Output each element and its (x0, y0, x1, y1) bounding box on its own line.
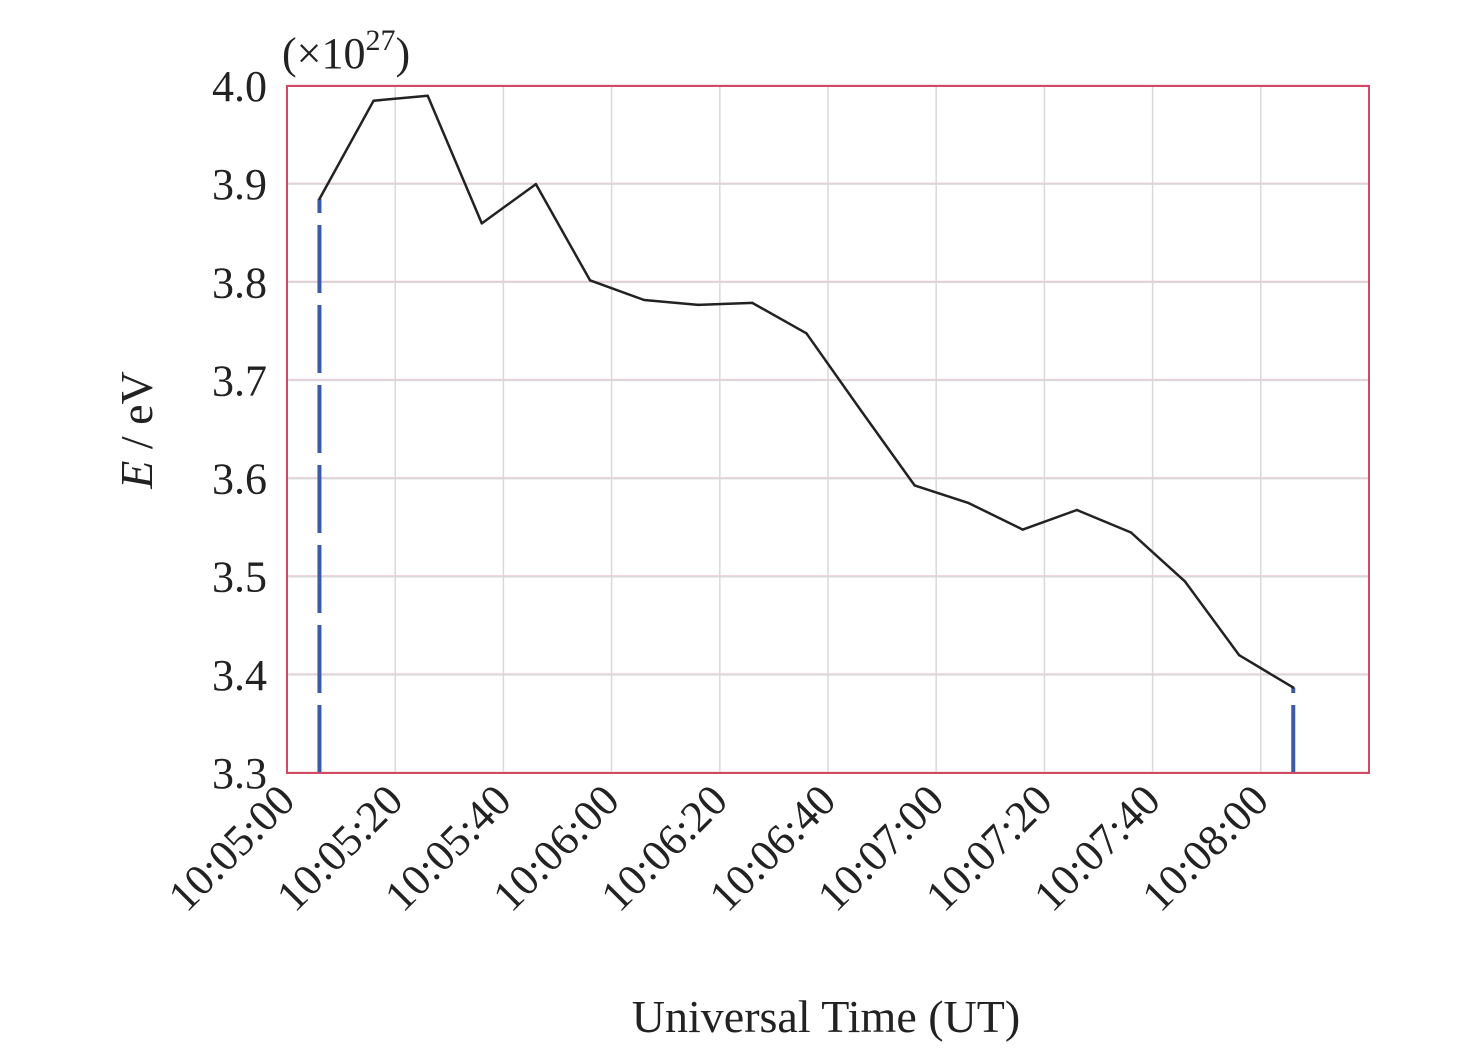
y-multiplier-close: ) (395, 29, 410, 78)
y-axis-unit: / eV (111, 371, 162, 460)
y-axis-label: E / eV (111, 371, 162, 490)
y-tick-label: 3.5 (212, 553, 267, 602)
data-point (642, 298, 646, 302)
data-point (913, 484, 916, 487)
data-point (1129, 531, 1133, 534)
data-point (696, 303, 700, 307)
data-point (588, 279, 592, 282)
data-point (1075, 508, 1079, 512)
data-point (1292, 686, 1295, 689)
data-point (534, 182, 538, 186)
grid (286, 84, 1369, 774)
y-multiplier: (×1027) (282, 24, 410, 78)
data-point (1237, 654, 1241, 657)
data-point (859, 408, 862, 412)
data-point (426, 94, 429, 98)
y-tick-label: 3.3 (212, 749, 267, 798)
data-point (1183, 580, 1187, 583)
y-tick-label: 3.4 (212, 651, 267, 700)
x-ticks: 10:05:0010:05:2010:05:4010:06:0010:06:20… (159, 775, 1278, 920)
x-axis-label: Universal Time (UT) (632, 991, 1020, 1042)
event-markers (317, 198, 1296, 773)
data-point (1021, 528, 1024, 531)
y-ticks: 3.3 3.4 3.5 3.6 3.7 3.8 3.9 4.0 (212, 62, 267, 798)
data-point (480, 222, 483, 225)
y-tick-label: 3.6 (212, 455, 267, 504)
data-point (372, 99, 375, 102)
data-point (751, 301, 754, 305)
series (318, 94, 1295, 689)
data-point (805, 332, 808, 335)
y-tick-label: 3.8 (212, 258, 267, 307)
y-axis-var: E (111, 461, 162, 490)
data-point (318, 197, 321, 201)
y-multiplier-exp: 27 (365, 24, 395, 57)
plot-frame (286, 85, 1370, 774)
y-multiplier-base: (×10 (282, 29, 365, 78)
y-tick-label: 3.7 (212, 356, 267, 405)
y-tick-label: 3.9 (212, 160, 267, 209)
y-tick-label: 4.0 (212, 62, 267, 111)
data-point (967, 501, 970, 505)
